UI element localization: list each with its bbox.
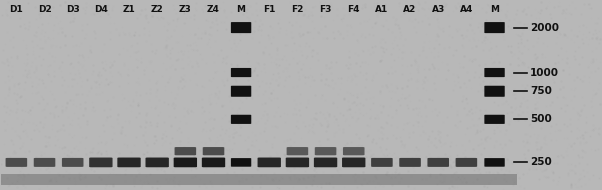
Text: D4: D4 [94,6,108,14]
FancyBboxPatch shape [485,68,504,77]
FancyBboxPatch shape [146,158,169,167]
FancyBboxPatch shape [117,158,141,167]
Text: 500: 500 [530,114,551,124]
Text: D2: D2 [38,6,51,14]
FancyBboxPatch shape [231,22,251,33]
FancyBboxPatch shape [287,147,308,155]
FancyBboxPatch shape [62,158,84,167]
FancyBboxPatch shape [314,158,337,167]
Text: 250: 250 [530,157,551,167]
FancyBboxPatch shape [34,158,55,167]
FancyBboxPatch shape [203,147,225,155]
Text: F1: F1 [263,6,276,14]
FancyBboxPatch shape [485,158,504,167]
Text: M: M [237,6,246,14]
Text: Z4: Z4 [207,6,220,14]
Text: Z3: Z3 [179,6,191,14]
FancyBboxPatch shape [231,158,251,167]
FancyBboxPatch shape [343,147,365,155]
Text: M: M [490,6,499,14]
FancyBboxPatch shape [286,158,309,167]
Text: A3: A3 [432,6,445,14]
Bar [1,174,517,185]
FancyBboxPatch shape [258,158,281,167]
FancyBboxPatch shape [427,158,449,167]
FancyBboxPatch shape [175,147,196,155]
FancyBboxPatch shape [485,115,504,124]
Text: F4: F4 [347,6,360,14]
Text: A4: A4 [460,6,473,14]
FancyBboxPatch shape [5,158,27,167]
FancyBboxPatch shape [485,22,504,33]
FancyBboxPatch shape [456,158,477,167]
Text: A2: A2 [403,6,417,14]
Text: A1: A1 [375,6,388,14]
FancyBboxPatch shape [89,158,113,167]
Text: Z2: Z2 [151,6,164,14]
Text: F2: F2 [291,6,303,14]
FancyBboxPatch shape [231,115,251,124]
Text: 750: 750 [530,86,552,96]
FancyBboxPatch shape [485,86,504,97]
FancyBboxPatch shape [202,158,225,167]
Text: F3: F3 [320,6,332,14]
Text: D1: D1 [10,6,23,14]
Text: 1000: 1000 [530,67,559,78]
FancyBboxPatch shape [399,158,421,167]
Text: 2000: 2000 [530,23,559,33]
Text: D3: D3 [66,6,79,14]
FancyBboxPatch shape [342,158,365,167]
FancyBboxPatch shape [231,68,251,77]
FancyBboxPatch shape [315,147,337,155]
FancyBboxPatch shape [231,86,251,97]
FancyBboxPatch shape [173,158,197,167]
Text: Z1: Z1 [123,6,135,14]
FancyBboxPatch shape [371,158,393,167]
